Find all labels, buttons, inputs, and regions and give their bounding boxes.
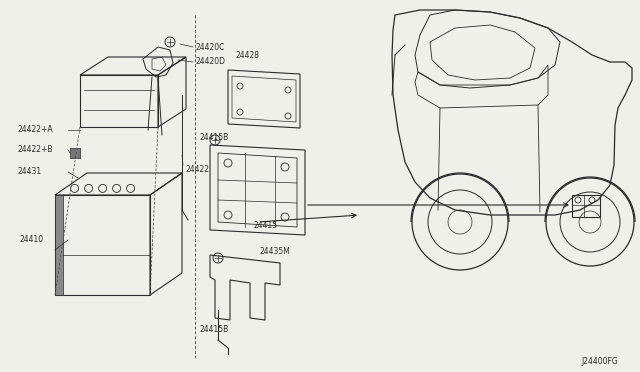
Text: J24400FG: J24400FG — [581, 357, 618, 366]
Text: 24415B: 24415B — [200, 134, 229, 142]
Text: 24428: 24428 — [235, 51, 259, 60]
Text: 24415: 24415 — [253, 221, 277, 230]
Text: 24435M: 24435M — [260, 247, 291, 257]
Text: 24415B: 24415B — [200, 326, 229, 334]
Text: 24410: 24410 — [20, 235, 44, 244]
Polygon shape — [70, 148, 80, 158]
Text: 24420C: 24420C — [196, 42, 225, 51]
Text: 24422+B: 24422+B — [18, 145, 54, 154]
Polygon shape — [55, 195, 63, 295]
Text: 24422+A: 24422+A — [18, 125, 54, 135]
Text: 24431: 24431 — [18, 167, 42, 176]
Text: 24420D: 24420D — [196, 58, 226, 67]
Text: 24422: 24422 — [185, 166, 209, 174]
